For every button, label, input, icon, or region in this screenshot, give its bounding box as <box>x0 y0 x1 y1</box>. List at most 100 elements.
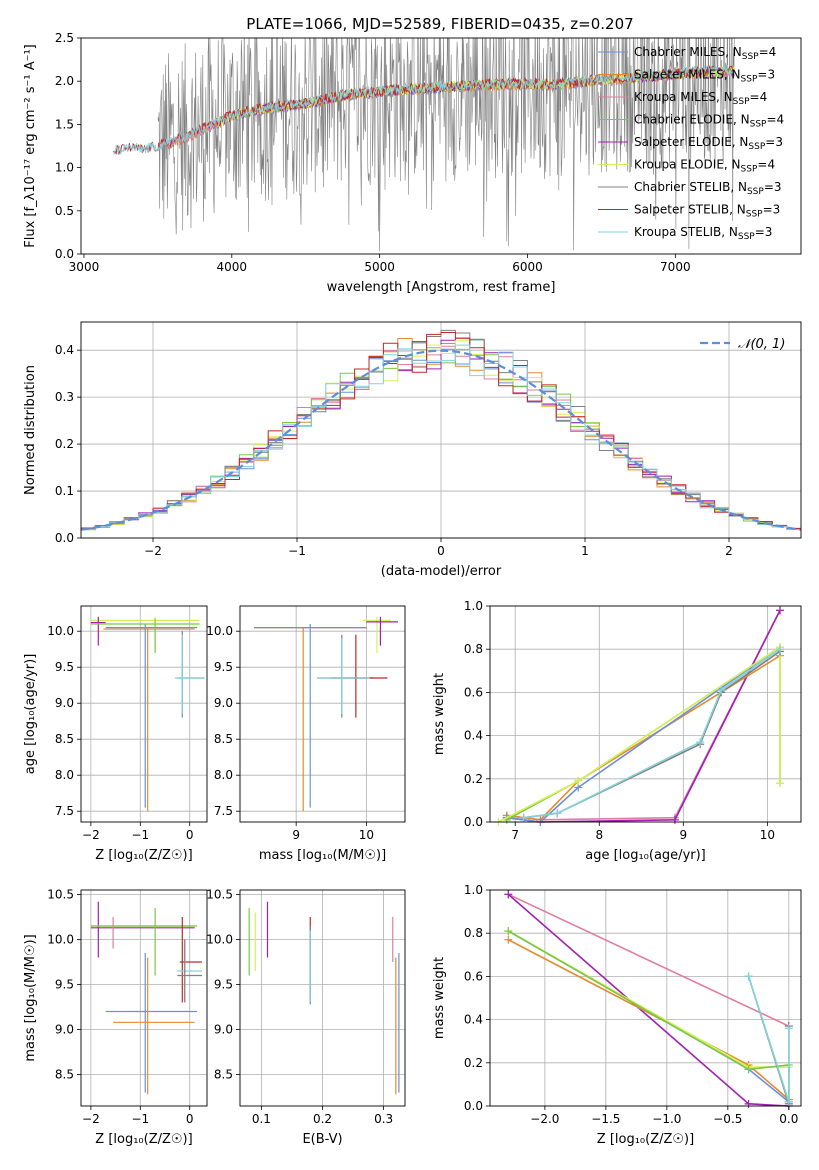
y-tick-label: 9.5 <box>55 660 74 674</box>
x-axis-label: Z [log₁₀(Z/Z☉)] <box>597 1132 694 1147</box>
x-tick-label: 9 <box>680 828 688 842</box>
x-tick-label: 4000 <box>217 260 248 274</box>
y-tick-label: 1.0 <box>55 161 74 175</box>
weight-line-chabrier_miles <box>506 646 781 823</box>
y-tick-label: 9.0 <box>214 1023 233 1037</box>
y-axis-label: mass weight <box>432 673 447 755</box>
y-tick-label: 0.2 <box>464 1056 483 1070</box>
legend-entry: Chabrier ELODIE, NSSP=4 <box>634 113 784 130</box>
x-tick-label: 7 <box>511 828 519 842</box>
axes-frame <box>80 605 208 823</box>
axes-frame <box>80 889 208 1107</box>
weight-marker-kroupa_stelib <box>775 645 784 654</box>
x-tick-label: −1 <box>131 828 149 842</box>
mass-vs-metallicity-panel: −2 −1 0 8.5 9.0 9.5 10.0 10.5 Z [log₁₀(Z/Z☉)] mas… <box>23 888 208 1147</box>
residuals-panel: −2 −1 0 1 2 0.0 0.1 0.2 0.3 0.4 (data-model)/error… <box>23 321 802 579</box>
weight-marker-kroupa_stelib <box>744 972 753 981</box>
x-tick-label: −2 <box>82 1112 100 1126</box>
y-tick-label: 0.2 <box>464 772 483 786</box>
weight-marker-chabrier_elodie <box>504 927 513 936</box>
y-tick-label: 0.6 <box>464 969 483 983</box>
axes-frame <box>489 889 802 1107</box>
x-axis-label: E(B-V) <box>302 1132 342 1147</box>
weight-line-kroupa_miles <box>506 609 781 821</box>
y-axis-label: Normed distribution <box>23 365 38 495</box>
weight-marker-kroupa_stelib <box>519 813 528 822</box>
weight-marker-salpeter_elodie <box>775 606 784 615</box>
y-tick-label: 0.0 <box>55 247 74 261</box>
mass-weight-vs-metallicity-panel: −2.0 −1.5 −1.0 −0.5 0.0 0.0 0.2 0.4 0.6 0.8 1.0 Z [… <box>432 883 802 1147</box>
x-tick-label: 8 <box>595 828 603 842</box>
spectrum-lines <box>113 38 735 252</box>
model-spectrum-salpeter_stelib <box>113 65 735 155</box>
y-tick-label: 9.0 <box>55 1023 74 1037</box>
x-tick-label: −2.0 <box>530 1112 559 1126</box>
y-tick-label: 0.3 <box>55 390 74 404</box>
weight-line-kroupa_elodie <box>498 645 781 823</box>
legend-entry: 𝒩(0, 1) <box>738 337 785 352</box>
axes-frame <box>489 605 802 823</box>
y-tick-label: 1.0 <box>464 883 483 897</box>
weight-line-chabrier_elodie <box>506 645 781 821</box>
y-tick-label: 2.0 <box>55 74 74 88</box>
x-tick-label: 0.1 <box>252 1112 271 1126</box>
x-axis-label: age [log₁₀(age/yr)] <box>585 848 706 863</box>
y-tick-label: 0.0 <box>464 1099 483 1113</box>
y-tick-label: 8.0 <box>214 768 233 782</box>
legend-entry: Salpeter MILES, NSSP=3 <box>634 68 775 85</box>
y-tick-label: 10.0 <box>47 624 74 638</box>
x-tick-label: −1.0 <box>652 1112 681 1126</box>
histogram-salpeter_stelib <box>81 332 801 530</box>
x-tick-label: 0 <box>437 544 445 558</box>
weight-marker-kroupa_stelib <box>717 686 726 695</box>
legend-entry: Kroupa MILES, NSSP=4 <box>634 90 767 107</box>
y-tick-label: 0.1 <box>55 484 74 498</box>
age-vs-metallicity-panel: −2 −1 0 7.5 8.0 8.5 9.0 9.5 10.0 Z [log₁₀(Z/Z☉)] a… <box>23 605 208 863</box>
weight-line-kroupa_miles <box>507 893 790 1102</box>
y-tick-label: 7.5 <box>214 804 233 818</box>
x-tick-label: −0.5 <box>713 1112 742 1126</box>
x-tick-label: 9 <box>292 828 300 842</box>
y-tick-label: 8.5 <box>55 1068 74 1082</box>
x-tick-label: 3000 <box>69 260 100 274</box>
weight-marker-salpeter_elodie <box>744 1099 753 1108</box>
weight-marker-kroupa_stelib <box>553 809 562 818</box>
legend-entry: Chabrier STELIB, NSSP=3 <box>634 180 782 197</box>
x-tick-label: 0.3 <box>374 1112 393 1126</box>
y-axis-label: mass [log₁₀(M/M☉)] <box>23 934 38 1061</box>
x-tick-label: −1.5 <box>591 1112 620 1126</box>
x-tick-label: −2 <box>144 544 162 558</box>
weight-marker-kroupa_stelib <box>784 1097 793 1106</box>
x-tick-label: 0.0 <box>779 1112 798 1126</box>
x-tick-label: 10 <box>359 828 374 842</box>
x-axis-label: (data-model)/error <box>381 564 502 579</box>
model-spectrum-kroupa_stelib <box>113 65 735 155</box>
legend-entry: Chabrier MILES, NSSP=4 <box>634 45 776 62</box>
mass-vs-ebv-panel: 0.1 0.2 0.3 8.5 9.0 9.5 10.0 10.5 E(B-V) <box>206 888 406 1147</box>
y-tick-label: 0.8 <box>464 642 483 656</box>
x-axis-label: mass [log₁₀(M/M☉)] <box>259 848 386 863</box>
x-tick-label: 5000 <box>364 260 395 274</box>
y-tick-label: 10.5 <box>206 888 233 902</box>
weight-line-salpeter_elodie <box>507 893 789 1107</box>
y-tick-label: 0.4 <box>464 1013 483 1027</box>
age-vs-mass-panel: 9 10 7.5 8.0 8.5 9.0 9.5 10.0 mass [log₁₀(M/M☉)] <box>206 605 406 863</box>
y-tick-label: 9.0 <box>214 696 233 710</box>
y-tick-label: 8.5 <box>55 732 74 746</box>
y-tick-label: 1.0 <box>464 599 483 613</box>
x-axis-label: Z [log₁₀(Z/Z☉)] <box>95 1132 192 1147</box>
x-axis-label: Z [log₁₀(Z/Z☉)] <box>95 848 192 863</box>
y-tick-label: 7.5 <box>55 804 74 818</box>
x-tick-label: 10 <box>760 828 775 842</box>
axes-frame <box>80 37 802 255</box>
x-tick-label: 0.2 <box>313 1112 332 1126</box>
y-tick-label: 10.0 <box>206 624 233 638</box>
weight-marker-kroupa_stelib <box>696 738 705 747</box>
y-tick-label: 9.5 <box>214 660 233 674</box>
x-tick-label: −1 <box>131 1112 149 1126</box>
y-tick-label: 9.5 <box>55 978 74 992</box>
y-tick-label: 0.4 <box>464 729 483 743</box>
y-tick-label: 2.5 <box>55 31 74 45</box>
y-tick-label: 0.4 <box>55 343 74 357</box>
